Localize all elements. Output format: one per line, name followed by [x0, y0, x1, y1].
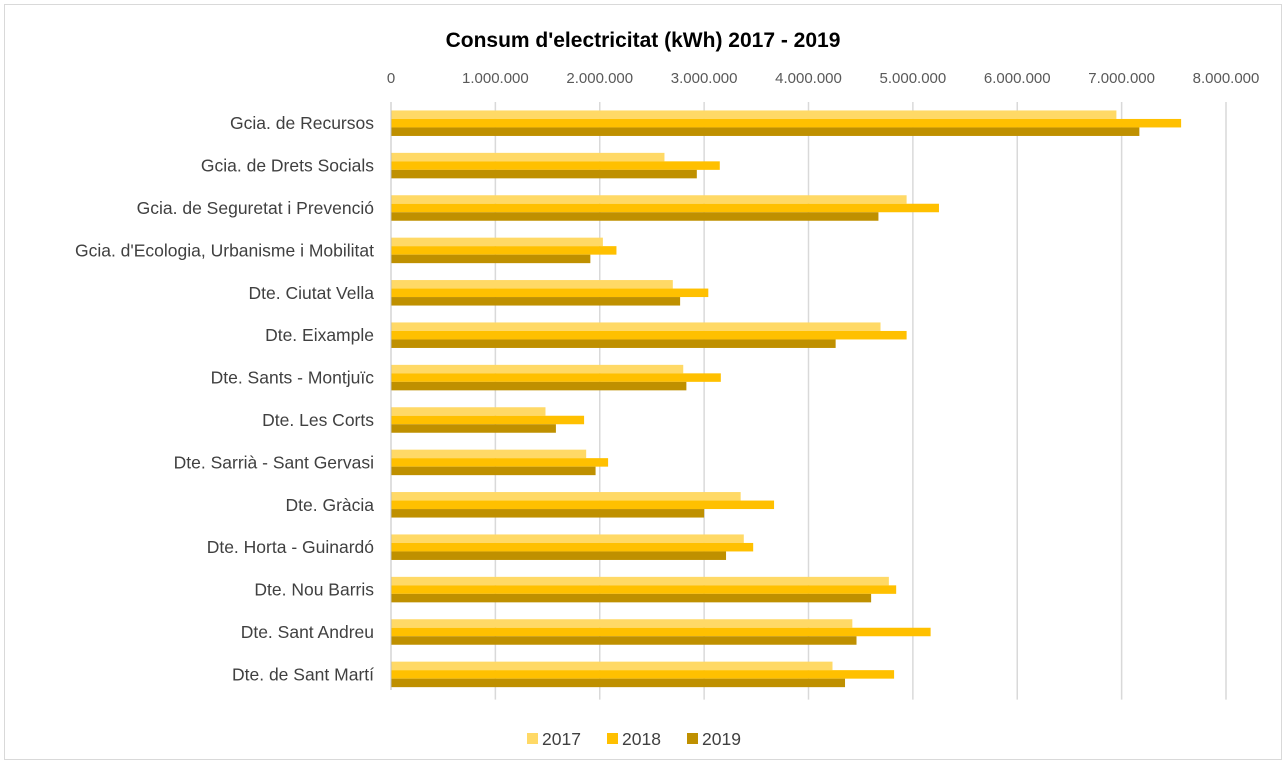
x-tick-label: 5.000.000: [880, 70, 947, 87]
bar-2017: [391, 280, 673, 289]
bar-2018: [391, 118, 1182, 128]
bar-2017: [391, 661, 833, 671]
bar-2018: [391, 627, 931, 637]
y-axis-category-labels: Gcia. de Recursos Gcia. de Drets Socials G…: [75, 113, 374, 684]
bar-2018: [391, 542, 754, 552]
bar-2018: [391, 373, 721, 382]
legend-label: 2017: [542, 729, 581, 749]
x-tick-label: 7.000.000: [1088, 70, 1155, 87]
category-label: Dte. Gràcia: [286, 495, 375, 515]
legend-label: 2019: [702, 729, 741, 749]
category-label: Dte. Ciutat Vella: [249, 283, 375, 303]
bar-2017: [391, 322, 881, 331]
bar-2018: [391, 585, 897, 594]
bar-2017: [391, 152, 665, 162]
category-label: Dte. Eixample: [265, 325, 374, 345]
category-label: Dte. de Sant Martí: [232, 664, 374, 684]
bar-2017: [391, 534, 744, 543]
bar-2018: [391, 203, 939, 213]
category-label: Dte. Horta - Guinardó: [207, 537, 374, 557]
bar-2018: [391, 415, 585, 425]
bar-2018: [391, 330, 907, 340]
legend-swatch: [607, 733, 618, 744]
bar-2018: [391, 288, 709, 298]
bar-2017: [391, 449, 587, 459]
bar-2019: [391, 254, 591, 264]
legend-swatch: [687, 733, 698, 744]
bar-2019: [391, 169, 697, 179]
bar-2019: [391, 636, 857, 645]
bar-2019: [391, 297, 681, 306]
x-tick-label: 3.000.000: [671, 70, 738, 87]
legend-label: 2018: [622, 729, 661, 749]
category-label: Dte. Nou Barris: [254, 580, 374, 600]
bar-2019: [391, 212, 879, 221]
x-tick-label: 0: [387, 70, 395, 87]
chart-title: Consum d'electricitat (kWh) 2017 - 2019: [446, 29, 841, 52]
bar-2017: [391, 576, 889, 586]
category-label: Dte. Sant Andreu: [241, 622, 374, 642]
legend: 2017 2018 2019: [527, 729, 741, 749]
bar-2017: [391, 619, 853, 628]
x-tick-label: 4.000.000: [775, 70, 842, 87]
bars: [391, 110, 1182, 688]
x-tick-label: 2.000.000: [566, 70, 633, 87]
bar-2017: [391, 492, 741, 501]
category-label: Dte. Les Corts: [262, 410, 374, 430]
bar-2019: [391, 339, 836, 348]
category-label: Dte. Sants - Montjuïc: [211, 368, 375, 388]
bar-2019: [391, 593, 872, 603]
category-label: Dte. Sarrià - Sant Gervasi: [174, 452, 374, 472]
bar-2019: [391, 678, 846, 688]
x-tick-label: 8.000.000: [1193, 70, 1260, 87]
x-axis-tick-labels: 0 1.000.000 2.000.000 3.000.000 4.000.000 5.0…: [387, 70, 1260, 87]
category-label: Gcia. de Drets Socials: [201, 156, 374, 176]
x-tick-label: 6.000.000: [984, 70, 1051, 87]
bar-2019: [391, 551, 727, 560]
bar-2017: [391, 237, 603, 247]
bar-2019: [391, 381, 687, 391]
bar-2017: [391, 364, 684, 374]
bar-2018: [391, 161, 720, 170]
bar-2019: [391, 509, 705, 518]
bar-2019: [391, 424, 556, 433]
x-tick-label: 1.000.000: [462, 70, 529, 87]
bar-2018: [391, 500, 775, 510]
category-label: Gcia. d'Ecologia, Urbanisme i Mobilitat: [75, 240, 374, 260]
category-label: Gcia. de Seguretat i Prevenció: [137, 198, 374, 218]
bar-2017: [391, 195, 907, 204]
bar-2018: [391, 246, 617, 255]
gridlines: [494, 102, 1227, 700]
legend-swatch: [527, 733, 538, 744]
bar-2017: [391, 407, 546, 416]
bar-2018: [391, 458, 609, 467]
bar-2018: [391, 670, 895, 679]
bar-2019: [391, 466, 596, 476]
category-label: Gcia. de Recursos: [230, 113, 374, 133]
bar-2017: [391, 110, 1117, 119]
bar-2019: [391, 127, 1140, 136]
